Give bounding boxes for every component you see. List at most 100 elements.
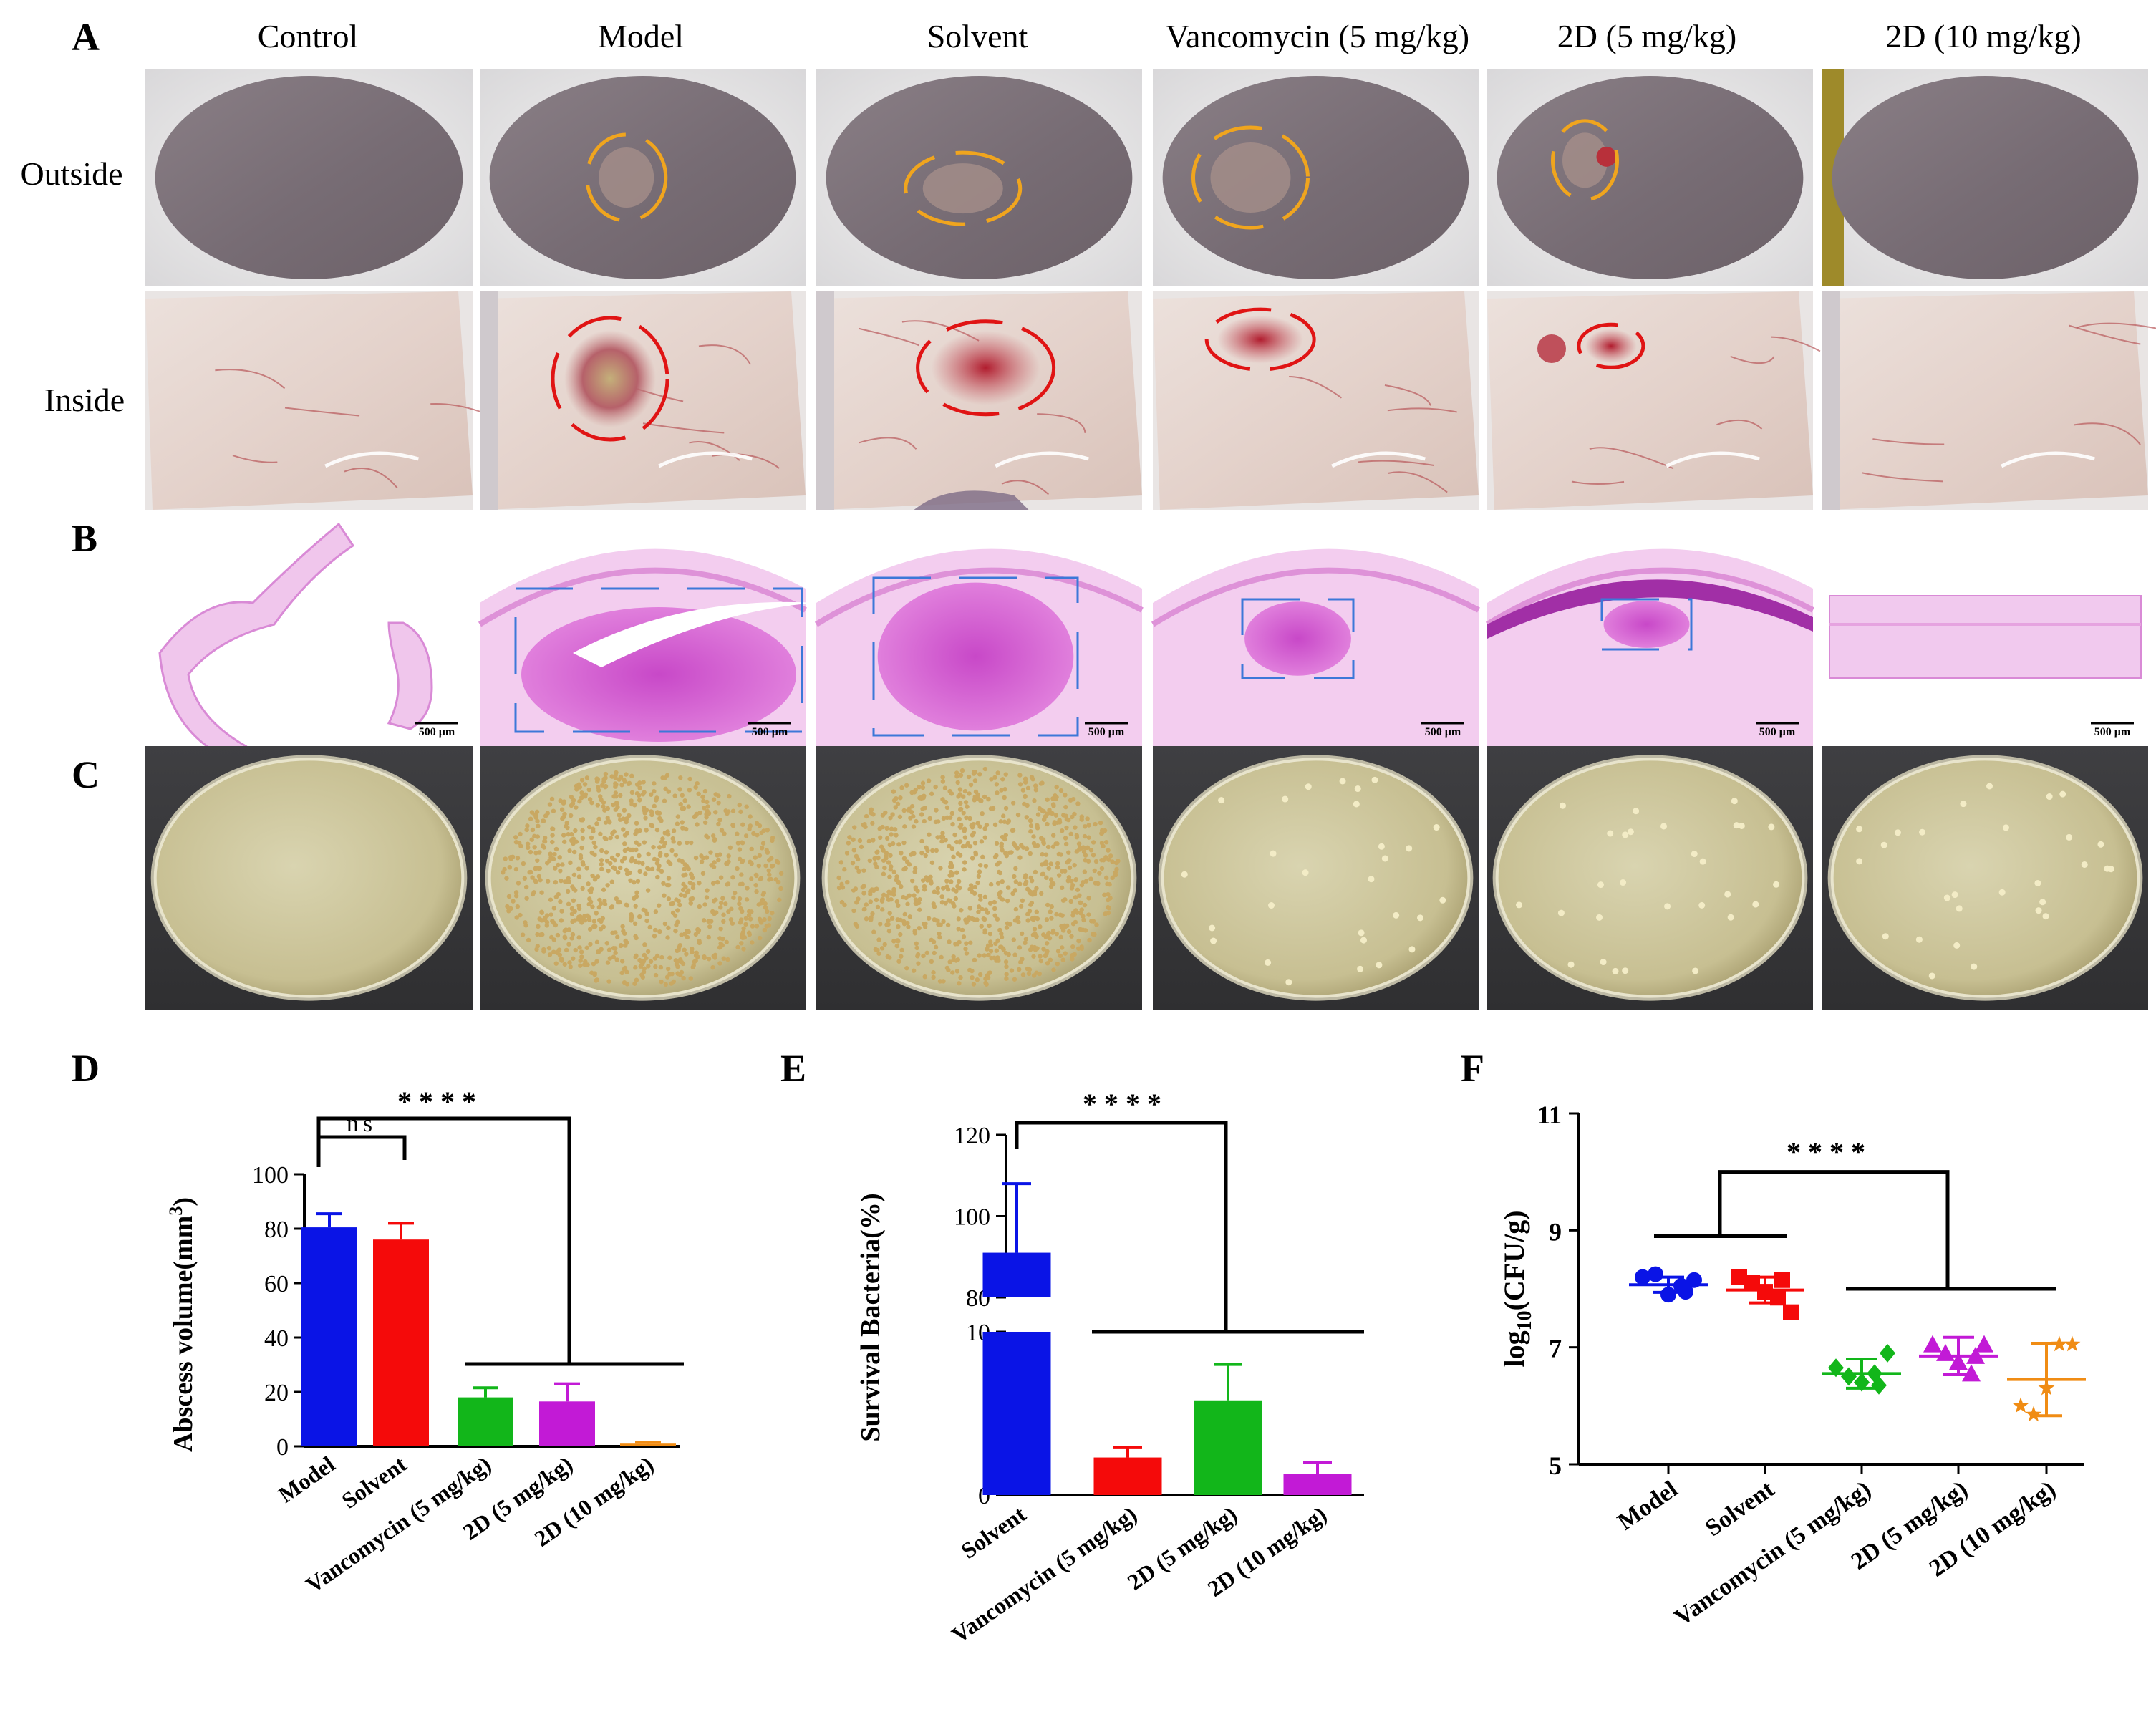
colony	[887, 874, 892, 879]
colony	[619, 970, 624, 976]
blood-vessel	[215, 369, 286, 390]
colony	[719, 900, 724, 906]
colony	[1268, 902, 1275, 909]
colony	[670, 901, 675, 906]
colony	[1017, 773, 1023, 778]
colony	[594, 977, 599, 982]
colony	[899, 785, 904, 790]
colony	[958, 823, 964, 828]
colony	[940, 831, 945, 836]
colony	[533, 879, 538, 884]
abscess	[931, 330, 1040, 405]
colony	[748, 814, 753, 819]
colony	[582, 782, 588, 787]
colony	[659, 979, 664, 985]
abscess-outline	[551, 316, 669, 442]
colony	[690, 949, 695, 954]
colony	[894, 943, 899, 949]
colony	[717, 818, 722, 823]
outside-photo-3	[1153, 69, 1479, 286]
colony	[753, 883, 758, 888]
colony	[912, 929, 917, 934]
colony	[721, 919, 726, 924]
colony	[658, 851, 663, 856]
colony	[740, 934, 745, 939]
colony	[1003, 833, 1009, 838]
colony	[604, 858, 610, 864]
colony	[706, 919, 711, 924]
data-point	[1744, 1275, 1760, 1291]
colony	[976, 904, 982, 909]
colony	[671, 828, 677, 833]
colony	[1094, 922, 1099, 927]
colony	[769, 856, 774, 861]
colony	[655, 874, 660, 880]
colony	[773, 877, 778, 882]
colony	[652, 781, 657, 786]
fur-edge	[1822, 291, 1840, 510]
colony	[680, 858, 685, 864]
colony	[949, 879, 954, 884]
colony	[522, 876, 528, 881]
colony	[613, 950, 618, 955]
he-section-3: 500 μm	[1151, 517, 1480, 746]
colony	[564, 947, 569, 953]
colony	[668, 861, 673, 866]
colony	[726, 859, 731, 864]
y-tick-label: 11	[1537, 1101, 1562, 1129]
colony	[744, 804, 749, 809]
scale-bar-label: 500 μm	[419, 726, 455, 738]
blood-vessel	[1384, 384, 1431, 406]
colony	[929, 791, 934, 796]
colony	[730, 808, 736, 813]
colony	[1953, 942, 1961, 949]
colony	[584, 945, 589, 950]
colony	[1034, 886, 1039, 891]
colony	[649, 866, 655, 871]
colony	[728, 917, 734, 922]
agar	[153, 758, 465, 998]
colony	[523, 920, 528, 925]
colony	[943, 901, 948, 906]
colony	[569, 831, 574, 837]
data-point	[1880, 1343, 1895, 1363]
colony	[673, 928, 678, 934]
colony	[912, 866, 918, 871]
colony	[851, 908, 856, 914]
colony	[1026, 971, 1032, 977]
colony	[611, 954, 617, 959]
colony	[723, 901, 728, 906]
colony	[1106, 905, 1111, 910]
lesion-outline	[585, 132, 668, 223]
colony	[975, 977, 980, 982]
colony	[1075, 801, 1081, 806]
colony	[735, 841, 741, 846]
colony	[914, 818, 919, 824]
colony	[967, 844, 973, 849]
colony	[890, 812, 895, 817]
colony	[999, 788, 1004, 793]
tissue-gap	[573, 601, 816, 667]
colony	[881, 871, 886, 876]
colony	[907, 914, 912, 919]
colony	[761, 891, 767, 896]
colony	[717, 936, 722, 941]
colony	[664, 853, 669, 858]
colony	[1070, 796, 1076, 802]
scale-bar-label: 500 μm	[2094, 726, 2131, 738]
colony	[878, 922, 883, 927]
colony	[559, 807, 565, 812]
colony	[770, 838, 775, 843]
colony	[845, 879, 850, 885]
colony	[730, 875, 735, 880]
colony	[1000, 777, 1005, 782]
colony	[1003, 959, 1009, 964]
data-point	[1731, 1269, 1747, 1285]
colony	[861, 891, 866, 896]
colony	[1209, 924, 1216, 932]
colony	[1020, 972, 1026, 977]
colony	[1012, 952, 1017, 957]
colony	[594, 911, 599, 916]
colony	[695, 822, 700, 827]
colony	[881, 892, 886, 898]
